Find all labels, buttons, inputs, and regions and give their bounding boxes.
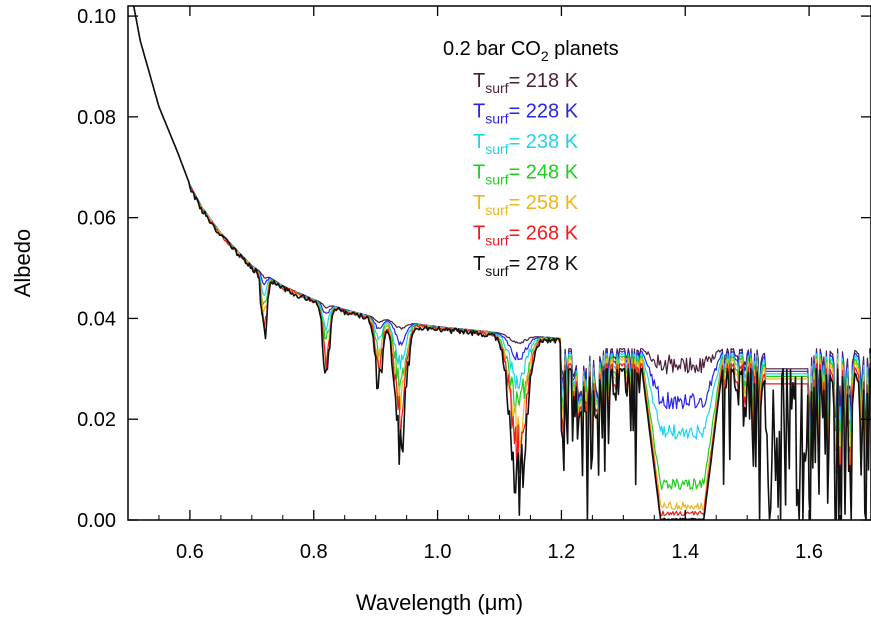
legend-entry: Tsurf= 248 K bbox=[473, 162, 579, 188]
x-tick-label: 1.0 bbox=[424, 541, 452, 563]
series-layer bbox=[132, 6, 871, 520]
series-line-4 bbox=[133, 6, 871, 498]
x-tick-label: 0.8 bbox=[300, 541, 328, 563]
legend-title: 0.2 bar CO2 planets bbox=[443, 38, 619, 64]
y-tick-label: 0.04 bbox=[77, 308, 116, 330]
legend-entry: Tsurf= 268 K bbox=[473, 223, 579, 249]
y-tick-label: 0.10 bbox=[77, 6, 116, 28]
y-tick-label: 0.02 bbox=[77, 409, 116, 431]
series-line-7 bbox=[132, 6, 871, 520]
legend-entry: Tsurf= 228 K bbox=[473, 101, 579, 127]
legend-entry: Tsurf= 258 K bbox=[473, 192, 579, 218]
x-tick-label: 1.4 bbox=[671, 541, 699, 563]
x-tick-label: 1.6 bbox=[795, 541, 823, 563]
series-line-5 bbox=[133, 6, 871, 520]
x-tick-label: 1.2 bbox=[548, 541, 576, 563]
y-tick-label: 0.08 bbox=[77, 107, 116, 129]
legend: 0.2 bar CO2 planets Tsurf= 218 K Tsurf= 22… bbox=[443, 38, 619, 279]
y-tick-label: 0.06 bbox=[77, 208, 116, 230]
x-tick-label: 0.6 bbox=[176, 541, 204, 563]
legend-entry: Tsurf= 278 K bbox=[473, 253, 579, 279]
x-axis-label: Wavelength (μm) bbox=[356, 590, 523, 615]
y-axis-label: Albedo bbox=[10, 229, 35, 298]
series-line-2 bbox=[133, 6, 871, 448]
y-tick-label: 0.00 bbox=[77, 510, 116, 532]
axes: 0.6 0.8 1.0 1.2 1.4 1.6 0.00 0.02 0.04 0.06 0.08 0.… bbox=[77, 5, 871, 563]
legend-entry: Tsurf= 238 K bbox=[473, 131, 579, 157]
legend-entry: Tsurf= 218 K bbox=[473, 70, 579, 96]
